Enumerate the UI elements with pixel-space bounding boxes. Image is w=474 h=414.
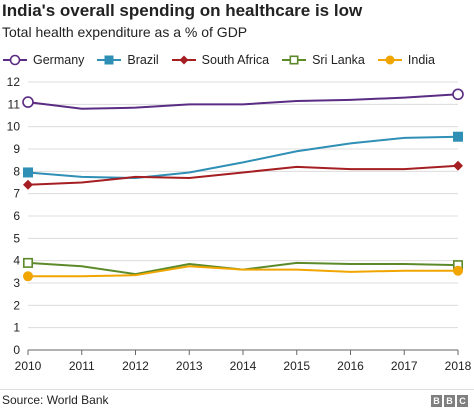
bbc-logo-block: B (444, 395, 455, 407)
footer-divider (0, 389, 474, 390)
source-note: Source: World Bank (2, 393, 109, 407)
legend-swatch-germany (3, 54, 27, 66)
legend-marker-south-africa (179, 55, 189, 65)
legend-marker-india (385, 55, 395, 65)
y-tick-label: 8 (13, 164, 20, 178)
y-tick-label: 5 (13, 231, 20, 245)
x-tick-label: 2013 (176, 359, 203, 373)
y-tick-label: 11 (8, 97, 21, 111)
legend-item-south-africa: South Africa (171, 53, 269, 67)
x-tick-label: 2014 (230, 359, 257, 373)
series-marker-brazil-start (23, 167, 33, 178)
legend-item-sri-lanka: Sri Lanka (281, 53, 365, 67)
legend-swatch-india (377, 55, 402, 65)
series-line-india (28, 265, 458, 278)
series-marker-india-start (23, 271, 33, 282)
bbc-logo-block: C (457, 395, 468, 407)
legend-item-brazil: Brazil (96, 53, 159, 67)
legend-label-south-africa: South Africa (201, 53, 270, 67)
x-tick-label: 2018 (445, 359, 472, 373)
y-tick-label: 10 (7, 120, 21, 134)
chart-legend: Germany Brazil South Africa Sri Lanka India (2, 50, 447, 70)
bbc-logo-block: B (431, 395, 442, 407)
legend-item-germany: Germany (2, 53, 84, 67)
legend-swatch-sri-lanka (282, 55, 307, 65)
series-marker-india-end (453, 265, 463, 276)
series-marker-south-africa-start (23, 179, 33, 190)
x-tick-label: 2015 (283, 359, 310, 373)
legend-marker-brazil (104, 55, 114, 65)
legend-label-brazil: Brazil (127, 53, 159, 67)
legend-label-germany: Germany (33, 53, 85, 67)
x-tick-label: 2012 (122, 359, 149, 373)
series-marker-germany-start (22, 96, 34, 108)
series-marker-germany-end (452, 88, 464, 101)
chart-subtitle: Total health expenditure as a % of GDP (2, 24, 248, 40)
y-tick-label: 3 (13, 276, 20, 290)
series-marker-brazil-end (453, 131, 463, 142)
series-line-south-africa (27, 164, 459, 186)
y-tick-label: 2 (13, 298, 20, 312)
y-tick-label: 9 (13, 142, 20, 156)
y-tick-label: 7 (13, 187, 20, 201)
y-tick-label: 6 (13, 209, 20, 223)
x-tick-label: 2010 (15, 359, 42, 373)
legend-item-india: India (377, 53, 435, 67)
chart-title: India's overall spending on healthcare i… (2, 1, 363, 20)
legend-label-sri-lanka: Sri Lanka (312, 53, 365, 67)
series-line-germany (27, 93, 459, 110)
y-tick-label: 0 (13, 343, 20, 357)
x-tick-label: 2016 (337, 359, 364, 373)
series-line-brazil (27, 135, 459, 180)
legend-label-india: India (407, 53, 435, 67)
series-marker-south-africa-end (453, 160, 463, 171)
x-tick-label: 2011 (69, 359, 95, 373)
legend-marker-sri-lanka (289, 55, 299, 65)
legend-swatch-south-africa (171, 55, 196, 65)
y-tick-label: 12 (7, 75, 21, 89)
legend-swatch-brazil (97, 55, 122, 65)
x-tick-label: 2017 (391, 359, 418, 373)
series-marker-sri-lanka-start (22, 257, 33, 268)
series-line-sri-lanka (27, 261, 459, 276)
y-tick-label: 1 (13, 321, 20, 335)
y-tick-label: 4 (13, 254, 20, 268)
legend-marker-germany (9, 54, 21, 66)
